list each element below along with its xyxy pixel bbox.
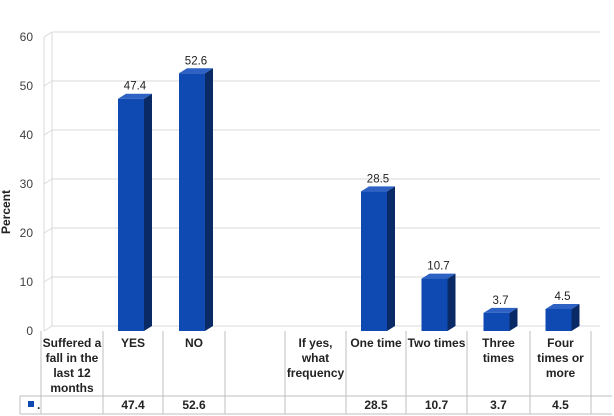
bar: [483, 307, 518, 331]
y-tick-label: 30: [20, 177, 34, 191]
gridline: [43, 31, 600, 38]
table-value: 28.5: [364, 398, 388, 412]
data-label: 52.6: [185, 55, 207, 67]
table-value: 47.4: [121, 398, 145, 412]
data-label: 10.7: [427, 261, 449, 273]
category-label: Three times: [482, 336, 515, 365]
data-label: 47.4: [124, 81, 147, 93]
bars: [118, 68, 580, 332]
gridline: [43, 80, 600, 87]
table-value: 10.7: [425, 398, 449, 412]
y-tick-label: 0: [26, 324, 33, 338]
table-value: 52.6: [182, 398, 206, 412]
data-label: 28.5: [367, 173, 389, 185]
y-tick-label: 10: [20, 275, 34, 289]
bar: [361, 186, 395, 331]
data-label: 3.7: [493, 295, 509, 307]
y-tick-label: 50: [20, 79, 34, 93]
category-label: Two times: [408, 336, 466, 350]
y-tick-label: 60: [20, 30, 34, 44]
category-label: One time: [350, 336, 402, 350]
bar: [179, 68, 213, 331]
data-table: Suffered a fall in the last 12 months YES NO I…: [19, 331, 612, 415]
table-value: 4.5: [552, 398, 569, 412]
table-value: 3.7: [490, 398, 507, 412]
data-label: 4.5: [555, 291, 571, 303]
bar: [118, 93, 152, 332]
legend-swatch: [28, 401, 34, 407]
data-labels: 47.4 52.6 28.5 10.7 3.7 4.5: [124, 55, 571, 307]
category-label: If yes, what frequency: [287, 336, 345, 380]
y-axis-label: Percent: [0, 190, 13, 234]
category-label: Four times or more: [537, 336, 584, 380]
bar: [421, 273, 456, 331]
category-label: Suffered a fall in the last 12 months: [43, 336, 102, 395]
bar: [545, 303, 580, 331]
category-label: YES: [121, 336, 145, 350]
category-label: NO: [185, 336, 203, 350]
y-tick-label: 40: [20, 128, 34, 142]
legend-key: .: [37, 398, 40, 412]
y-tick-label: 20: [20, 226, 34, 240]
y-axis: 0 10 20 30 40 50 60: [20, 30, 34, 338]
